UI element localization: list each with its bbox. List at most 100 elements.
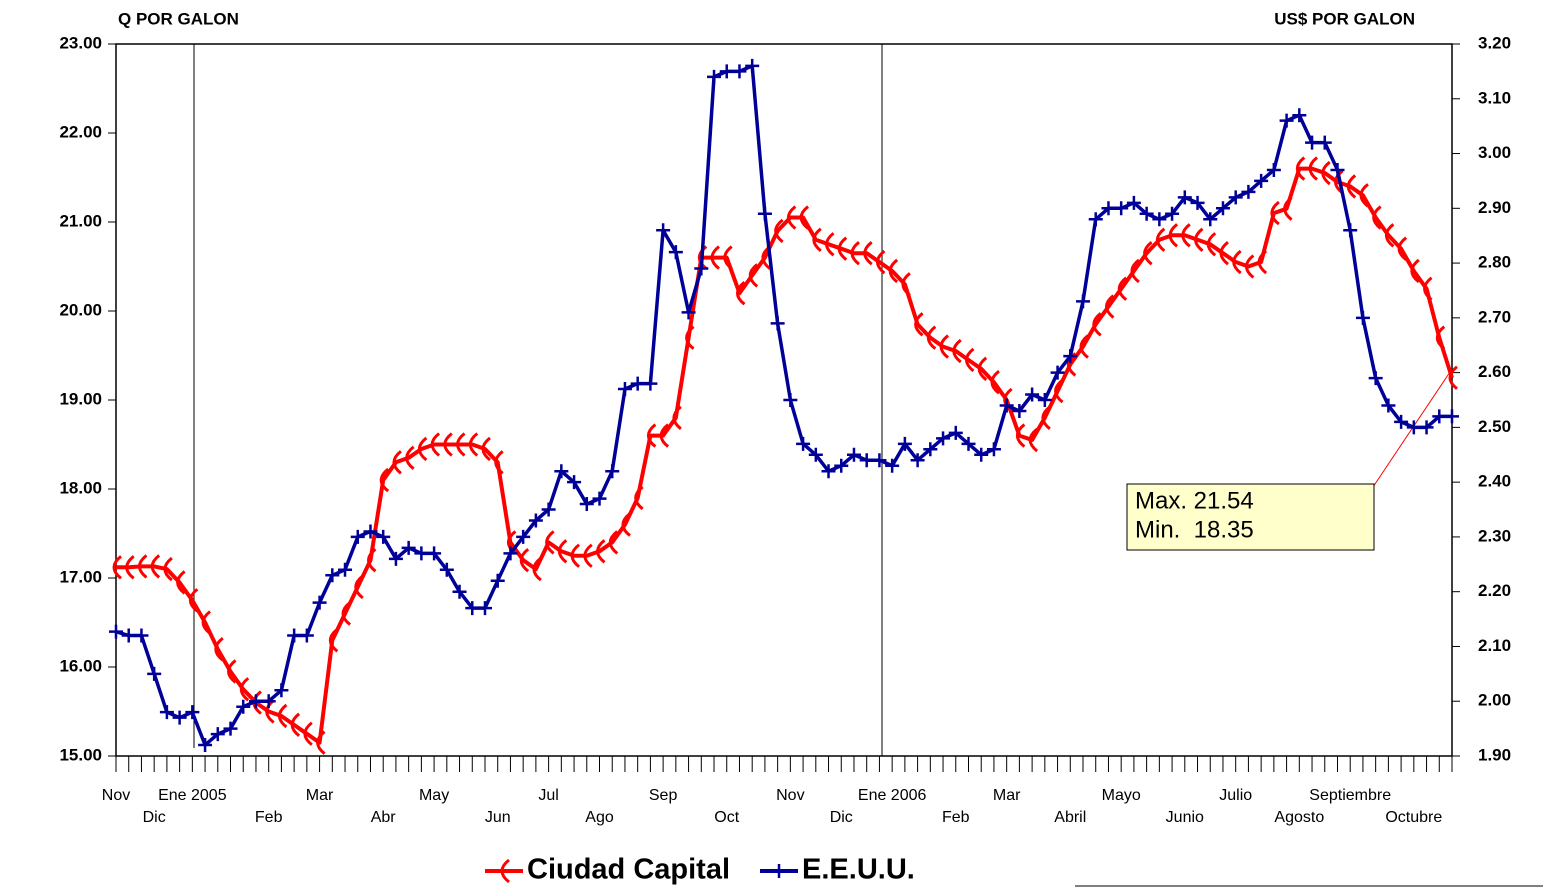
series-marker xyxy=(659,423,670,448)
series-marker xyxy=(299,628,314,643)
series-marker xyxy=(567,475,582,490)
series-marker xyxy=(570,543,581,568)
series-marker xyxy=(1063,349,1078,364)
series-marker xyxy=(427,546,442,561)
series-marker xyxy=(1155,227,1166,252)
series-marker xyxy=(1410,258,1420,284)
series-marker xyxy=(948,425,963,440)
y2-tick-label: 3.10 xyxy=(1478,88,1511,107)
series-marker xyxy=(1372,205,1382,230)
legend-marker xyxy=(772,864,787,878)
series-marker xyxy=(596,539,606,564)
series-marker xyxy=(227,659,237,684)
series-marker xyxy=(379,467,390,493)
series-marker xyxy=(999,398,1014,413)
series-marker xyxy=(1381,398,1396,413)
series-marker xyxy=(1394,414,1409,429)
series-marker xyxy=(825,232,835,257)
series-marker xyxy=(1359,183,1369,208)
series-marker xyxy=(961,436,976,451)
series-marker xyxy=(185,705,200,720)
series-marker xyxy=(952,338,962,364)
series-marker xyxy=(808,447,823,462)
series-marker xyxy=(812,227,822,252)
series-marker xyxy=(528,513,543,528)
series-marker xyxy=(735,281,746,306)
x-tick-label: Septiembre xyxy=(1309,787,1391,804)
series-marker xyxy=(532,556,542,582)
series-marker xyxy=(1423,276,1433,301)
annotation-box xyxy=(1126,483,1375,551)
series-marker xyxy=(605,464,620,479)
y-tick-label: 15.00 xyxy=(59,745,102,764)
series-marker xyxy=(783,393,798,407)
series-marker xyxy=(634,485,644,511)
series-marker xyxy=(786,205,797,230)
y-tick-label: 19.00 xyxy=(59,389,102,408)
series-marker xyxy=(223,721,238,736)
series-marker xyxy=(274,683,289,698)
series-marker xyxy=(901,272,911,297)
y2-tick-label: 2.20 xyxy=(1478,581,1511,600)
series-marker xyxy=(1088,212,1103,227)
series-marker xyxy=(1190,195,1205,210)
series-line xyxy=(115,64,1452,747)
x-tick-label: Mayo xyxy=(1102,787,1141,804)
x-tick-label: Dic xyxy=(830,809,853,826)
series-marker xyxy=(656,223,671,238)
series-marker xyxy=(172,710,187,725)
series-marker xyxy=(1012,403,1027,418)
series-marker xyxy=(579,497,594,512)
series-marker xyxy=(176,570,186,595)
series-marker xyxy=(888,258,899,284)
y2-tick-label: 3.20 xyxy=(1478,33,1511,52)
series-marker xyxy=(354,574,364,600)
series-marker xyxy=(592,491,607,506)
series-marker xyxy=(850,240,860,266)
series-marker xyxy=(401,540,416,555)
series-marker xyxy=(685,325,695,350)
series-marker xyxy=(1092,312,1102,337)
series-marker xyxy=(1015,423,1026,448)
series-marker xyxy=(490,573,505,588)
annotation-arrow xyxy=(1372,371,1451,488)
series-marker xyxy=(608,530,619,555)
series-marker xyxy=(554,464,569,479)
series-marker xyxy=(846,447,861,462)
series-marker xyxy=(261,694,276,709)
x-tick-label: Mar xyxy=(306,787,334,804)
series-marker xyxy=(875,249,886,275)
series-marker xyxy=(236,699,251,714)
series-marker xyxy=(1050,365,1065,380)
x-tick-label: Junio xyxy=(1166,809,1204,826)
y2-tick-label: 2.30 xyxy=(1478,526,1511,545)
x-tick-label: Agosto xyxy=(1274,809,1324,826)
series-marker xyxy=(719,64,734,79)
legend-label: E.E.U.U. xyxy=(802,854,915,886)
series-marker xyxy=(1130,258,1140,284)
series-marker xyxy=(1104,294,1115,319)
series-marker xyxy=(325,568,340,583)
series-marker xyxy=(414,546,429,561)
series-marker xyxy=(1292,108,1307,123)
series-marker xyxy=(363,524,378,539)
series-marker xyxy=(770,316,785,331)
x-tick-label: Ene 2006 xyxy=(858,787,927,804)
series-marker xyxy=(1194,227,1204,252)
x-tick-label: Sep xyxy=(649,787,678,804)
y2-tick-label: 3.00 xyxy=(1478,143,1511,162)
series-marker xyxy=(1215,201,1230,216)
series-marker xyxy=(936,431,951,446)
series-marker xyxy=(1025,387,1040,402)
series-marker xyxy=(723,245,733,270)
series-marker xyxy=(312,595,327,610)
series-marker xyxy=(109,624,123,639)
series-marker xyxy=(1114,201,1129,216)
series-marker xyxy=(672,405,682,430)
series-marker xyxy=(630,376,645,391)
x-tick-label: May xyxy=(419,787,449,804)
series-marker xyxy=(681,305,696,320)
series-marker xyxy=(1203,212,1218,227)
series-marker xyxy=(1419,420,1434,435)
